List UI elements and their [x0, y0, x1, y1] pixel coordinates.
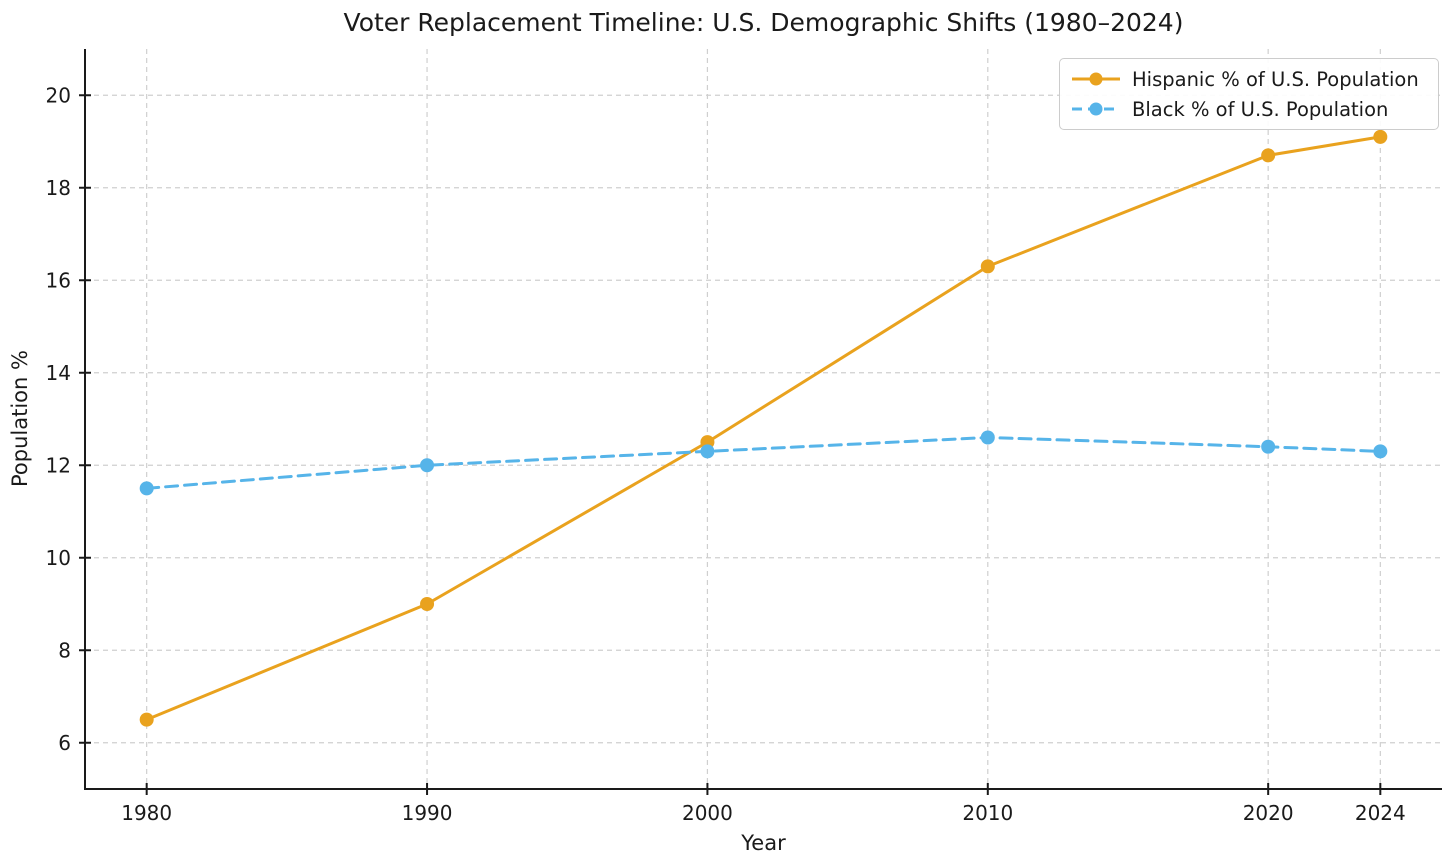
legend-marker-icon	[1089, 72, 1103, 86]
x-axis-label: Year	[741, 831, 786, 855]
legend-item-1: Black % of U.S. Population	[1070, 96, 1426, 122]
x-tick-label: 2000	[682, 801, 733, 825]
y-tick-label: 20	[46, 83, 71, 107]
legend-item-0: Hispanic % of U.S. Population	[1070, 66, 1426, 92]
y-tick-label: 18	[46, 176, 71, 200]
data-point-marker-series-1	[980, 430, 995, 445]
data-point-marker-series-0	[1373, 129, 1388, 144]
y-tick-label: 14	[46, 361, 71, 385]
data-point-marker-series-1	[700, 444, 715, 459]
data-point-marker-series-0	[1261, 148, 1276, 163]
x-tick-label: 2020	[1243, 801, 1294, 825]
y-tick-label: 8	[58, 638, 71, 662]
x-tick-label: 1980	[121, 801, 172, 825]
data-point-marker-series-1	[420, 458, 435, 473]
chart-title: Voter Replacement Timeline: U.S. Demogra…	[343, 8, 1184, 37]
legend: Hispanic % of U.S. Population Black % of …	[1059, 58, 1439, 130]
legend-sample-line-0	[1072, 72, 1120, 86]
y-axis-label: Population %	[8, 350, 32, 488]
data-point-marker-series-0	[420, 597, 435, 611]
data-point-marker-series-0	[980, 259, 995, 274]
data-point-marker-series-1	[1373, 444, 1388, 459]
x-tick-label: 1990	[402, 801, 453, 825]
y-tick-label: 12	[46, 453, 71, 477]
legend-marker-icon	[1089, 102, 1103, 116]
legend-item-label: Hispanic % of U.S. Population	[1132, 67, 1419, 91]
data-point-marker-series-0	[139, 712, 154, 727]
y-tick-label: 16	[46, 268, 71, 292]
series-line-0	[145, 135, 1382, 722]
x-tick-label: 2010	[962, 801, 1013, 825]
legend-item-label: Black % of U.S. Population	[1132, 97, 1389, 121]
data-point-marker-series-1	[139, 481, 154, 496]
data-point-marker-series-1	[1261, 439, 1276, 454]
y-tick-label: 6	[58, 731, 71, 755]
x-tick-label: 2024	[1355, 801, 1406, 825]
series-line-1	[145, 436, 1382, 490]
legend-sample-line-1	[1072, 102, 1120, 116]
y-tick-label: 10	[46, 546, 71, 570]
